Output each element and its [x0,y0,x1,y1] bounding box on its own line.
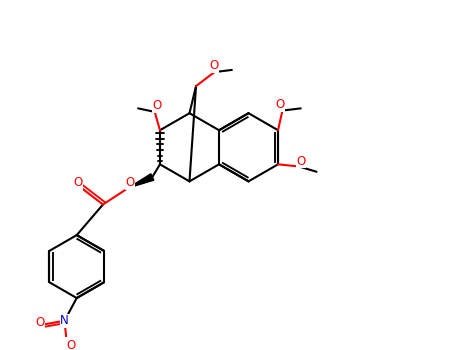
Text: O: O [276,98,285,111]
Text: O: O [73,176,83,189]
Text: N: N [60,314,69,327]
Text: O: O [296,155,305,168]
Text: O: O [126,176,135,189]
Text: O: O [35,316,44,329]
Text: O: O [209,60,218,72]
Text: O: O [66,339,76,350]
Polygon shape [128,174,154,188]
Text: O: O [152,99,162,112]
